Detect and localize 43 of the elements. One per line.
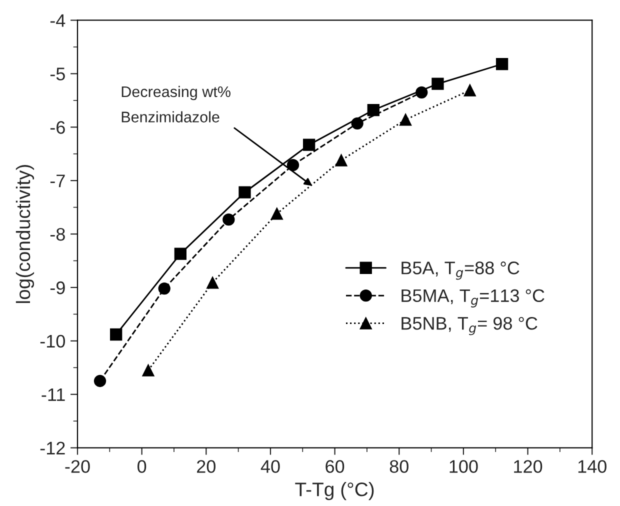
- y-tick-label: -8: [50, 228, 65, 241]
- point: [174, 248, 186, 260]
- point: [464, 84, 476, 96]
- legend-label: B5NB, T$_{g}$= 98 °C: [402, 316, 538, 336]
- point: [496, 58, 508, 70]
- y-tick-label: -5: [50, 68, 65, 80]
- point: [158, 282, 170, 295]
- y-tick-label: -4: [50, 14, 66, 27]
- y-tick-label: -12: [40, 442, 65, 454]
- point: [302, 138, 316, 151]
- point: [286, 159, 300, 172]
- point: [238, 186, 251, 198]
- x-tick-label: 80: [390, 460, 408, 473]
- point: [416, 86, 428, 98]
- y-tick-label: -11: [42, 388, 65, 401]
- point: [142, 364, 154, 376]
- point: [110, 328, 122, 341]
- x-tick-label: 0: [138, 460, 146, 473]
- x-axis-title: T-Tg (°C): [295, 482, 374, 500]
- y-tick-label: -6: [50, 121, 65, 134]
- x-tick-label: 60: [326, 460, 344, 473]
- y-tick-label: -7: [50, 174, 65, 188]
- point: [222, 214, 235, 226]
- y-axis-title: log(conductivity): [16, 164, 34, 303]
- point: [270, 208, 283, 220]
- x-tick-label: 20: [197, 460, 216, 473]
- x-tick-label: 120: [514, 460, 542, 473]
- x-tick-label: 40: [260, 460, 280, 473]
- x-tick-label: -20: [65, 460, 90, 473]
- legend-label: B5A, T$_{g}$=88 °C: [402, 262, 520, 280]
- x-tick-label: 100: [450, 460, 478, 473]
- point: [206, 276, 219, 289]
- point: [367, 104, 380, 116]
- point: [94, 374, 106, 388]
- point: [335, 154, 348, 166]
- y-tick-label: -10: [40, 334, 65, 348]
- x-tick-label: 140: [578, 460, 606, 473]
- point: [351, 117, 364, 130]
- point: [399, 114, 412, 126]
- point: [432, 78, 444, 90]
- y-tick-label: -9: [50, 281, 65, 294]
- annotation: Decreasing wt% Benzimidazole: [122, 86, 230, 122]
- legend-label: B5MA, T$_{g}$=113 °C: [402, 289, 544, 308]
